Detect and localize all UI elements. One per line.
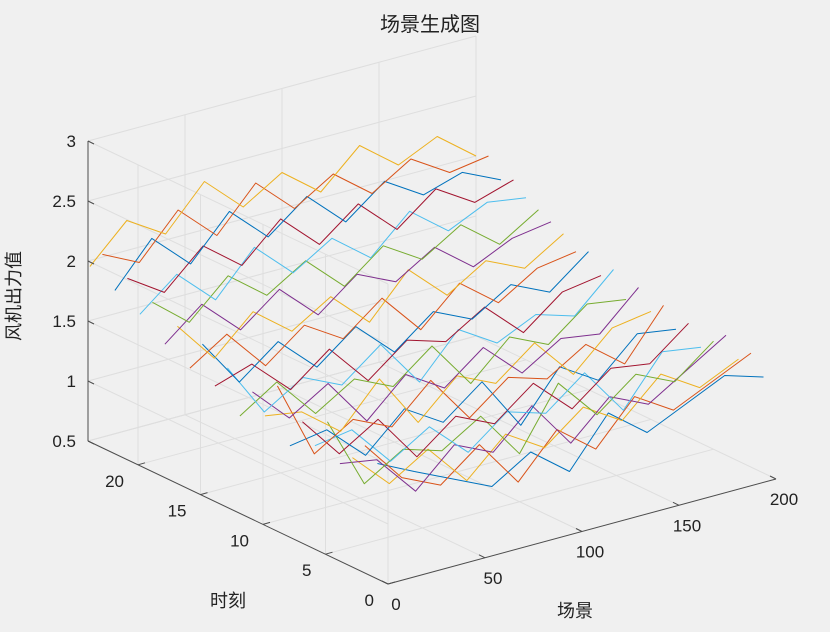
series-line-time-23	[102, 155, 489, 263]
series-layer	[89, 136, 764, 492]
axis-layer	[87, 140, 777, 585]
x-tick-label: 150	[673, 516, 701, 535]
z-tick-mark	[87, 260, 95, 265]
chart-title: 场景生成图	[380, 12, 480, 36]
series-line-time-19	[152, 209, 539, 323]
x-axis-label: 场景	[557, 601, 593, 622]
series-line-time-4	[339, 334, 727, 492]
series-line-time-10	[264, 310, 652, 432]
y-tick-mark	[200, 492, 208, 496]
series-line-time-7	[302, 322, 689, 458]
y-axis-line	[87, 440, 389, 585]
x-tick-label: 100	[576, 543, 604, 562]
back-wall-gridline-z	[87, 155, 477, 262]
y-tick-label: 0	[365, 591, 374, 610]
back-wall-gridline-z	[87, 215, 477, 322]
series-line-time-1	[377, 375, 764, 487]
y-tick-label: 5	[302, 561, 311, 580]
floor-gridline-y	[325, 448, 714, 555]
series-line-time-14	[214, 275, 602, 391]
y-tick-label: 20	[105, 472, 124, 491]
z-axis-label: 风机出力值	[4, 251, 25, 341]
series-line-time-12	[239, 299, 627, 417]
z-tick-mark	[87, 140, 95, 145]
floor-gridline-y	[262, 418, 652, 525]
series-line-time-3	[352, 358, 739, 485]
x-tick-label: 200	[770, 490, 798, 509]
z-tick-mark	[87, 440, 95, 445]
series-line-time-15	[202, 251, 589, 383]
z-tick-label: 1.5	[52, 312, 76, 331]
back-wall-gridline-z	[87, 95, 477, 202]
series-line-time-17	[177, 233, 564, 359]
floor-gridline-y	[200, 389, 589, 496]
series-line-time-20	[139, 197, 527, 315]
series-line-time-6	[314, 346, 702, 462]
y-tick-mark	[262, 521, 271, 525]
z-tick-label: 3	[67, 132, 76, 151]
series-line-time-16	[189, 251, 577, 369]
floor-gridline-y	[137, 359, 527, 466]
x-tick-mark	[575, 528, 583, 532]
z-tick-mark	[87, 320, 95, 325]
side-wall-gridline-z	[87, 320, 389, 465]
x-tick-label: 0	[391, 595, 400, 614]
x-tick-label: 50	[484, 569, 503, 588]
back-wall-gridline-z	[87, 35, 477, 142]
y-tick-mark	[387, 581, 396, 585]
side-wall-gridline-z	[87, 260, 389, 405]
y-tick-label: 10	[230, 531, 249, 550]
z-tick-label: 0.5	[52, 432, 76, 451]
side-wall-gridline-z	[87, 380, 389, 525]
x-tick-mark	[381, 580, 389, 585]
series-line-time-24	[89, 136, 477, 267]
y-axis-label: 时刻	[210, 591, 246, 612]
grid-layer	[87, 35, 777, 585]
series-line-time-8	[289, 328, 677, 456]
z-tick-label: 1	[67, 372, 76, 391]
z-tick-label: 2	[67, 252, 76, 271]
tick-layer: 0 50 100 150 200 0 5 10 15 20 0.5 1 1.5 2 2.5 3	[52, 132, 798, 614]
series-line-time-21	[127, 179, 514, 293]
y-tick-mark	[325, 551, 333, 555]
x-tick-mark	[769, 475, 777, 480]
z-tick-mark	[87, 200, 95, 205]
back-wall-gridline-z	[87, 275, 477, 382]
x-tick-mark	[478, 554, 486, 559]
series-line-time-18	[164, 221, 552, 345]
y-tick-label: 15	[168, 502, 187, 521]
series-line-time-22	[114, 171, 502, 291]
y-tick-mark	[137, 462, 146, 466]
back-wall-gridline-z	[87, 335, 477, 442]
series-line-time-11	[252, 287, 639, 422]
side-wall-gridline-z	[87, 140, 389, 285]
x-tick-mark	[672, 501, 680, 506]
z-tick-mark	[87, 380, 95, 385]
z-tick-label: 2.5	[52, 192, 76, 211]
